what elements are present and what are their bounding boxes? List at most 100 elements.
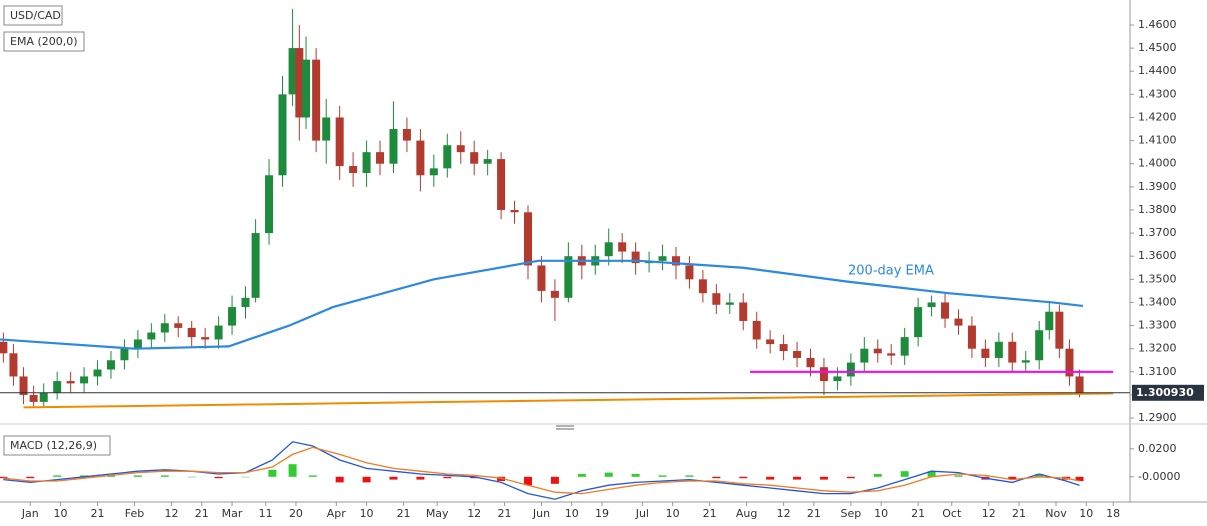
candle-body [510,209,519,213]
candle-body [618,242,627,252]
candle-body [550,290,559,298]
ema-line [0,259,1084,350]
candle-body [335,117,344,167]
x-tick-label: May [426,507,449,520]
candle-body [685,265,694,280]
macd-title: MACD (12,26,9) [10,439,97,452]
histogram-bar [308,475,317,477]
candle-body [483,159,492,164]
histogram-bar [658,475,667,477]
candle-body [349,166,358,173]
candle-body [1008,341,1017,363]
histogram-bar [1075,476,1084,481]
x-tick-label: 21 [497,507,511,520]
x-tick-label: Jul [635,507,649,520]
candle-body [9,353,18,377]
x-tick-label: 12 [467,507,481,520]
candle-body [66,381,75,384]
candle-body [967,325,976,349]
x-tick-label: 10 [360,507,374,520]
candle-body [376,152,385,164]
histogram-bar [846,476,855,479]
histogram-bar [873,474,882,477]
histogram-bar [160,475,169,477]
candle-body [201,337,210,340]
candle-body [752,320,761,340]
candle-body [819,367,828,382]
candle-body [981,348,990,358]
candle-body [658,256,667,261]
x-tick-label: Oct [942,507,962,520]
candle-body [29,394,38,402]
x-tick-label: Nov [1045,507,1067,520]
trend-line [23,392,1114,409]
candle-body [806,357,815,368]
candle-body [725,302,734,305]
candle-body [251,233,260,298]
histogram-bar [53,475,62,477]
histogram-bar [470,476,479,479]
candle-body [322,117,331,141]
histogram-bar [241,476,250,478]
candle-body [537,265,546,291]
candle-body [564,256,573,298]
macd-box [3,435,111,456]
candle-body [941,302,950,319]
histogram-bar [268,469,277,477]
legend-entry: EMA (200,0) [10,35,78,48]
candle-body [106,360,115,370]
candle-body [604,242,613,257]
x-tick-label: 21 [397,507,411,520]
candle-body [1055,311,1064,349]
candle-body [927,302,936,308]
y-tick-label: 1.3400 [1138,295,1177,308]
x-tick-label: 12 [165,507,179,520]
candle-body [302,59,311,118]
candle-body [39,392,48,402]
histogram-bar [524,476,533,486]
macd-line [3,446,1080,495]
last-price-label: 1.300930 [1136,386,1194,399]
x-tick-label: 10 [54,507,68,520]
histogram-bar [739,476,748,479]
candle-body [887,353,896,356]
histogram-bar [685,475,694,477]
histogram-bar [927,471,936,477]
x-tick-label: Feb [125,507,144,520]
candle-body [712,293,721,305]
histogram-bar [416,476,425,480]
candle-body [793,351,802,358]
candle-body [900,337,909,356]
candle-body [80,376,89,384]
x-tick-label: Aug [736,507,757,520]
candle-body [1075,376,1084,393]
candle-body [631,251,640,264]
histogram-bar [900,471,909,477]
histogram-bar [133,475,142,477]
x-tick-label: 10 [666,507,680,520]
candle-body [497,159,506,210]
x-tick-label: 10 [874,507,888,520]
y-tick-label: 1.4200 [1138,110,1177,123]
y-tick-label: 1.3200 [1138,342,1177,355]
histogram-bar [214,476,223,479]
histogram-bar [288,464,297,477]
x-tick-label: 12 [982,507,996,520]
candle-body [214,325,223,340]
candle-body [846,362,855,377]
candle-body [739,302,748,321]
candle-body [1035,330,1044,361]
y-tick-label: 1.3500 [1138,272,1177,285]
candle-body [1045,311,1054,331]
candle-body [160,323,169,333]
last-price-box [1132,384,1204,401]
y-tick-label: 1.3100 [1138,365,1177,378]
candle-body [0,341,8,354]
histogram-bar [712,476,721,479]
candle-body [1065,348,1074,377]
y-tick-label: 1.2900 [1138,411,1177,424]
candle-body [402,129,411,141]
histogram-bar [1008,476,1017,480]
y-tick-label: 1.4400 [1138,64,1177,77]
y-tick-label: 0.0200 [1138,442,1177,455]
